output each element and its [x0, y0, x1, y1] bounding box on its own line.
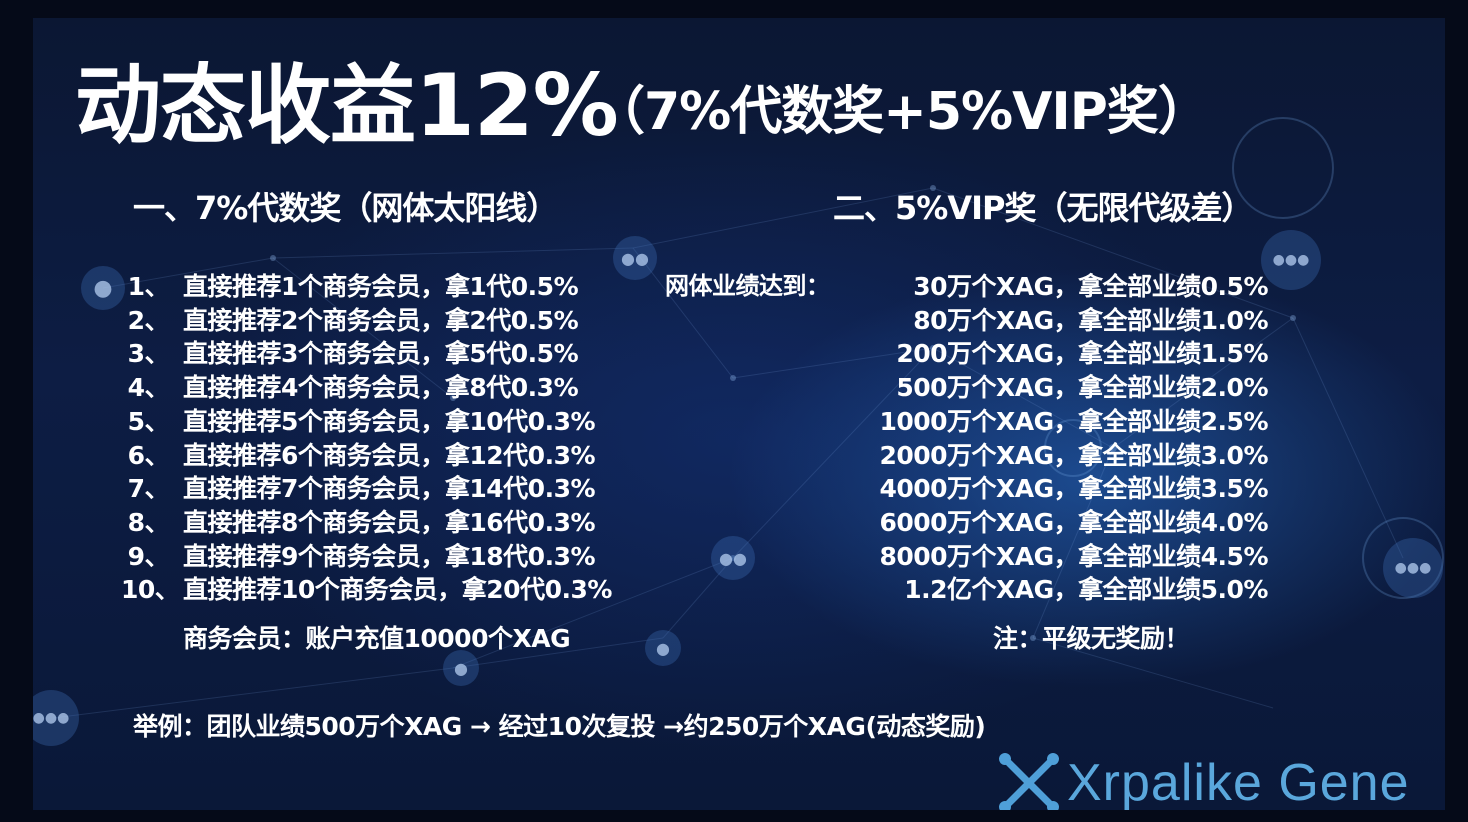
- list-item: 2000万个XAG，拿全部业绩3.0%: [879, 440, 1268, 470]
- network-performance-label: 网体业绩达到：: [665, 272, 830, 300]
- list-item: 200万个XAG，拿全部业绩1.5%: [896, 339, 1268, 369]
- person-icon: ●: [443, 650, 479, 686]
- list-item: 80万个XAG，拿全部业绩1.0%: [913, 305, 1268, 335]
- list-item: 4、 直接推荐4个商务会员，拿8代0.3%: [127, 373, 579, 403]
- page-subtitle: （7%代数奖+5%VIP奖）: [593, 82, 1210, 142]
- generation-bonus-list: 1、 直接推荐1个商务会员，拿1代0.5% 2、 直接推荐2个商务会员，拿2代0.5…: [121, 270, 612, 607]
- brand-logo-text: Xrpalike Gene: [1067, 754, 1410, 810]
- business-member-note: 商务会员：账户充值10000个XAG: [183, 624, 571, 653]
- group-icon: ●●: [711, 536, 755, 580]
- page-title: 动态收益12%: [75, 56, 619, 156]
- list-item: 6、 直接推荐6个商务会员，拿12代0.3%: [127, 440, 596, 470]
- list-item: 4000万个XAG，拿全部业绩3.5%: [879, 474, 1268, 504]
- group-icon: ●●●: [33, 690, 79, 746]
- list-item: 1000万个XAG，拿全部业绩2.5%: [879, 406, 1268, 436]
- person-icon: ●: [81, 266, 125, 310]
- list-item: 1.2亿个XAG，拿全部业绩5.0%: [904, 575, 1268, 605]
- list-item: 3、 直接推荐3个商务会员，拿5代0.5%: [127, 339, 579, 369]
- list-item: 30万个XAG，拿全部业绩0.5%: [913, 272, 1268, 301]
- vip-bonus-list: 30万个XAG，拿全部业绩0.5% 80万个XAG，拿全部业绩1.0% 200万…: [813, 270, 1268, 607]
- slide: ● ●● ●● ● ● ●●● ●●● ●●● 动态收益12% （7%代数奖+5…: [33, 18, 1445, 810]
- list-item: 5、 直接推荐5个商务会员，拿10代0.3%: [127, 406, 596, 436]
- list-item: 6000万个XAG，拿全部业绩4.0%: [879, 507, 1268, 537]
- list-item: 7、 直接推荐7个商务会员，拿14代0.3%: [127, 474, 596, 504]
- list-item: 10、 直接推荐10个商务会员，拿20代0.3%: [121, 575, 612, 605]
- list-item: 8000万个XAG，拿全部业绩4.5%: [879, 541, 1268, 571]
- same-level-note: 注：平级无奖励！: [993, 624, 1190, 653]
- list-item: 500万个XAG，拿全部业绩2.0%: [896, 373, 1268, 403]
- person-icon: ●: [645, 630, 681, 666]
- list-item: 9、 直接推荐9个商务会员，拿18代0.3%: [127, 541, 596, 571]
- list-item: 8、 直接推荐8个商务会员，拿16代0.3%: [127, 507, 596, 537]
- group-icon: ●●●: [1383, 538, 1443, 598]
- section-heading-vip-bonus: 二、5%VIP奖（无限代级差）: [833, 189, 1253, 227]
- x-molecule-logo-icon: [999, 753, 1059, 810]
- list-item: 2、 直接推荐2个商务会员，拿2代0.5%: [127, 305, 579, 335]
- list-item: 1、 直接推荐1个商务会员，拿1代0.5%: [127, 272, 579, 301]
- group-icon: ●●: [613, 236, 657, 280]
- brand-logo: Xrpalike Gene: [997, 753, 1410, 810]
- group-icon: ●●●: [1261, 230, 1321, 290]
- example-text: 举例：团队业绩500万个XAG → 经过10次复投 →约250万个XAG(动态奖…: [133, 712, 986, 741]
- network-background: [52, 117, 1444, 719]
- section-heading-generation-bonus: 一、7%代数奖（网体太阳线）: [133, 189, 558, 227]
